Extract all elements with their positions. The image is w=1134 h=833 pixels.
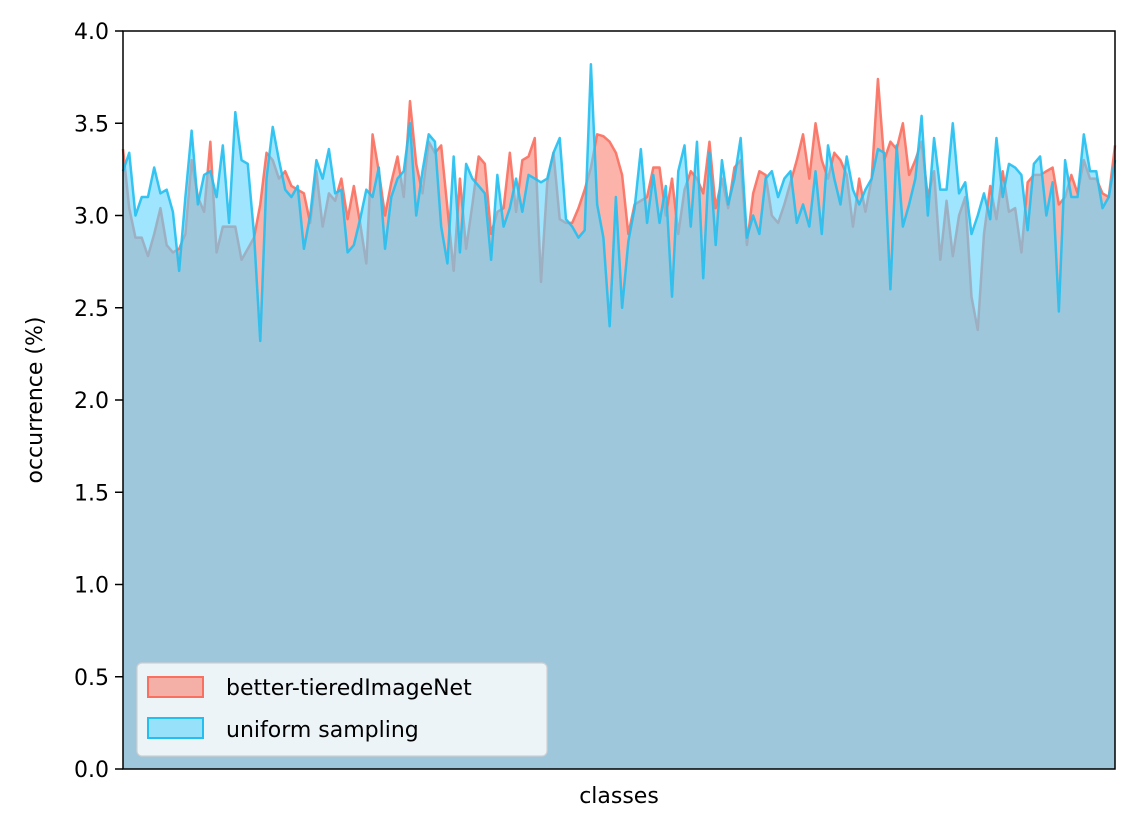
y-tick-label: 0.5 — [74, 666, 109, 691]
y-tick-label: 4.0 — [74, 20, 109, 45]
legend-swatch-better-tieredimagenet — [147, 676, 204, 698]
legend-label-better-tieredimagenet: better-tieredImageNet — [226, 676, 472, 701]
series-line-1 — [121, 62, 1117, 343]
y-axis-ticks: 0.0 0.5 1.0 1.5 2.0 2.5 3.0 3.5 4.0 — [74, 20, 123, 783]
y-tick-label: 3.0 — [74, 205, 109, 230]
series-area-1 — [123, 64, 1115, 769]
y-tick-label: 2.5 — [74, 297, 109, 322]
y-tick-label: 0.0 — [74, 758, 109, 783]
legend-box — [136, 662, 548, 757]
y-tick-label: 2.0 — [74, 389, 109, 414]
legend-label-uniform-sampling: uniform sampling — [226, 718, 419, 743]
y-axis-label: occurrence (%) — [23, 317, 48, 484]
plot-area — [121, 62, 1117, 770]
y-tick-label: 3.5 — [74, 112, 109, 137]
legend: better-tieredImageNet uniform sampling — [136, 662, 548, 757]
legend-swatch-uniform-sampling — [147, 717, 204, 739]
y-tick-label: 1.0 — [74, 574, 109, 599]
y-tick-label: 1.5 — [74, 481, 109, 506]
x-axis-label: classes — [579, 784, 659, 809]
